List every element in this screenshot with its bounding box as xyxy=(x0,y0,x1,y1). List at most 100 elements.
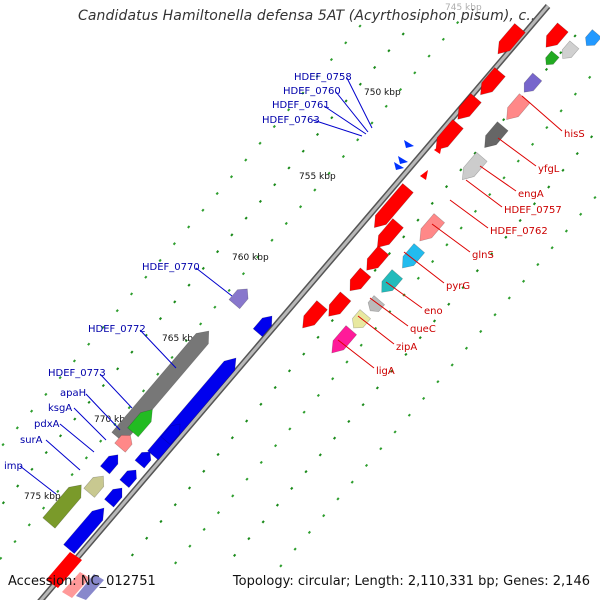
guide-dot xyxy=(431,259,435,264)
callout-line xyxy=(403,251,445,284)
guide-dot xyxy=(173,300,177,304)
gene-fragment[interactable] xyxy=(76,574,104,600)
reverse-gene-label[interactable]: HDEF_0773 xyxy=(48,368,106,379)
forward-gene-arrow[interactable] xyxy=(302,300,328,329)
reverse-gene-arrow[interactable] xyxy=(134,451,152,469)
reverse-gene-arrow[interactable] xyxy=(228,288,249,310)
reverse-gene-arrow[interactable] xyxy=(147,357,237,461)
guide-dot xyxy=(259,460,263,465)
callout-line xyxy=(323,105,367,135)
forward-gene-label[interactable]: glnS xyxy=(472,250,494,261)
guide-dot xyxy=(579,212,583,216)
forward-gene-arrow[interactable] xyxy=(545,22,569,48)
guide-dot xyxy=(315,132,320,137)
guide-dot xyxy=(301,149,305,153)
guide-dot xyxy=(313,188,317,192)
forward-gene-arrow[interactable] xyxy=(506,93,531,120)
reverse-gene-arrow[interactable] xyxy=(119,469,137,489)
forward-gene-label[interactable]: HDEF_0762 xyxy=(490,226,548,237)
reverse-gene-arrow[interactable] xyxy=(99,454,119,475)
reverse-gene-arrow[interactable] xyxy=(404,140,414,148)
forward-gene-label[interactable]: pyrG xyxy=(446,281,470,292)
forward-gene-arrow[interactable] xyxy=(349,267,372,292)
forward-gene-label[interactable]: engA xyxy=(518,189,544,200)
forward-gene-arrow[interactable] xyxy=(402,243,426,269)
forward-strand-genes xyxy=(302,22,600,354)
reverse-gene-arrow[interactable] xyxy=(127,409,153,438)
gene-fragment[interactable] xyxy=(62,572,90,598)
guide-dot xyxy=(473,151,477,155)
guide-dot xyxy=(302,410,306,414)
bottom-fragment xyxy=(46,552,104,600)
forward-gene-arrow[interactable] xyxy=(328,291,352,317)
forward-gene-arrow[interactable] xyxy=(435,119,464,151)
forward-gene-arrow[interactable] xyxy=(461,151,488,181)
gene-fragment[interactable] xyxy=(46,552,82,588)
guide-dot xyxy=(44,450,48,455)
reverse-gene-label[interactable]: HDEF_0760 xyxy=(283,86,341,97)
callout-line xyxy=(73,407,107,441)
forward-gene-arrow[interactable] xyxy=(561,40,580,59)
reverse-gene-arrow[interactable] xyxy=(160,423,181,446)
reverse-gene-arrow[interactable] xyxy=(63,507,105,555)
reverse-gene-label[interactable]: apaH xyxy=(60,388,86,399)
forward-gene-arrow[interactable] xyxy=(497,23,526,55)
guide-dot xyxy=(290,486,294,490)
forward-gene-arrow[interactable] xyxy=(434,144,442,154)
reverse-gene-label[interactable]: ksgA xyxy=(48,403,72,414)
reverse-gene-arrow[interactable] xyxy=(252,315,273,338)
forward-gene-arrow[interactable] xyxy=(523,72,543,93)
forward-gene-label[interactable]: HDEF_0757 xyxy=(504,205,562,216)
forward-gene-arrow[interactable] xyxy=(480,67,506,96)
guide-dot xyxy=(390,369,394,373)
guide-dot xyxy=(275,503,280,507)
forward-gene-label[interactable]: hisS xyxy=(564,129,585,140)
guide-dot xyxy=(559,51,563,55)
guide-dot xyxy=(518,218,522,223)
reverse-gene-arrow[interactable] xyxy=(104,487,123,508)
forward-gene-label[interactable]: queC xyxy=(410,324,436,335)
reverse-gene-label[interactable]: pdxA xyxy=(34,419,60,430)
guide-dot xyxy=(288,427,292,431)
reverse-gene-arrow[interactable] xyxy=(111,330,210,444)
guide-dot xyxy=(115,309,119,313)
callout-line xyxy=(357,315,395,345)
forward-gene-arrow[interactable] xyxy=(381,269,404,293)
guide-dot xyxy=(413,71,417,75)
forward-gene-arrow[interactable] xyxy=(376,218,404,248)
forward-gene-label[interactable]: ligA xyxy=(376,366,395,377)
reverse-gene-label[interactable]: HDEF_0772 xyxy=(88,324,146,335)
forward-gene-arrow[interactable] xyxy=(331,325,358,354)
forward-gene-arrow[interactable] xyxy=(373,183,414,228)
guide-dot xyxy=(13,539,17,544)
guide-dot xyxy=(336,497,340,501)
guide-dot xyxy=(488,192,492,197)
guide-dot xyxy=(318,453,322,457)
forward-gene-arrow[interactable] xyxy=(419,213,446,242)
forward-gene-arrow[interactable] xyxy=(420,170,428,180)
guide-dot xyxy=(473,209,478,213)
reverse-gene-arrow[interactable] xyxy=(83,475,105,498)
reverse-gene-label[interactable]: imp xyxy=(4,461,23,472)
forward-gene-label[interactable]: eno xyxy=(424,306,443,317)
reverse-gene-arrow[interactable] xyxy=(42,484,82,529)
forward-gene-arrow[interactable] xyxy=(545,50,560,66)
kbp-tick-label: 755 kbp xyxy=(299,172,336,182)
reverse-gene-label[interactable]: HDEF_0758 xyxy=(294,72,352,83)
map-title: Candidatus Hamiltonella defensa 5AT (Acy… xyxy=(78,8,540,24)
reverse-gene-arrow[interactable] xyxy=(394,162,404,170)
guide-dot xyxy=(101,383,105,388)
forward-gene-arrow[interactable] xyxy=(366,245,390,271)
reverse-gene-arrow[interactable] xyxy=(114,434,133,453)
reverse-gene-label[interactable]: HDEF_0763 xyxy=(262,115,320,126)
kbp-tick-label: 775 kbp xyxy=(24,492,61,502)
reverse-gene-label[interactable]: surA xyxy=(20,435,43,446)
reverse-gene-label[interactable]: HDEF_0770 xyxy=(142,262,200,273)
reverse-gene-arrow[interactable] xyxy=(398,156,408,164)
reverse-gene-label[interactable]: HDEF_0761 xyxy=(272,100,330,111)
forward-gene-arrow[interactable] xyxy=(484,121,509,148)
forward-gene-arrow[interactable] xyxy=(585,29,600,46)
forward-gene-label[interactable]: yfgL xyxy=(538,164,560,175)
forward-gene-arrow[interactable] xyxy=(457,93,482,120)
forward-gene-label[interactable]: zipA xyxy=(396,342,417,353)
